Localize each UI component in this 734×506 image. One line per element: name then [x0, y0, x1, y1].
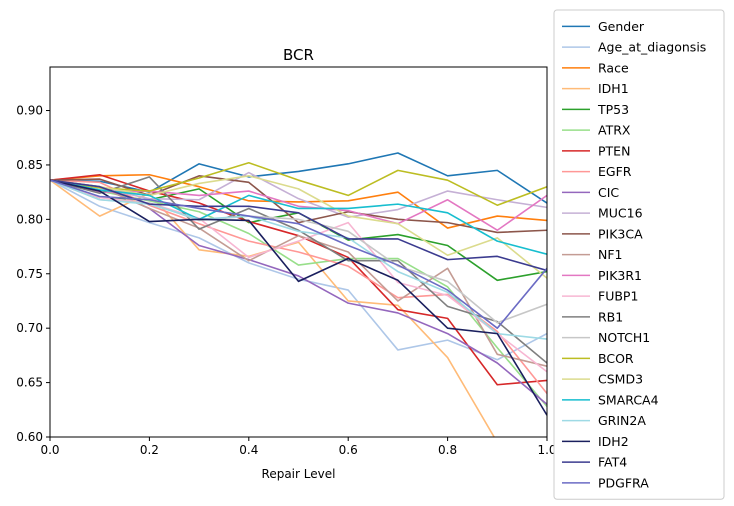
series-line-16 — [50, 161, 547, 207]
legend-label-8: CIC — [598, 185, 619, 200]
y-tick-label: 0.75 — [16, 267, 43, 281]
series-line-18 — [50, 179, 547, 255]
x-tick-label: 0.8 — [438, 443, 457, 457]
series-line-12 — [50, 179, 547, 232]
legend-label-16: BCOR — [598, 351, 634, 366]
legend-label-15: NOTCH1 — [598, 330, 650, 345]
legend-label-10: PIK3CA — [598, 226, 643, 241]
y-tick-label: 0.80 — [16, 212, 43, 226]
legend-label-5: ATRX — [598, 123, 631, 138]
series-layer — [50, 152, 547, 437]
legend-label-4: TP53 — [597, 102, 629, 117]
series-line-9 — [50, 171, 547, 218]
y-axis: 0.60 0.65 0.70 0.75 0.80 0.85 0.90 — [16, 104, 50, 444]
legend: Gender Age_at_diagonsis Race IDH1 TP53 ATRX PT… — [553, 9, 725, 500]
series-line-20 — [50, 179, 547, 416]
series-line-0 — [50, 152, 547, 204]
legend-label-1: Age_at_diagonsis — [598, 40, 706, 55]
legend-label-0: Gender — [598, 19, 645, 34]
legend-label-17: CSMD3 — [598, 372, 643, 387]
chart-title: BCR — [283, 46, 314, 64]
legend-label-13: FUBP1 — [598, 289, 638, 304]
y-tick-label: 0.60 — [16, 430, 43, 444]
legend-label-12: PIK3R1 — [598, 268, 642, 283]
legend-label-18: SMARCA4 — [598, 392, 659, 407]
legend-label-21: FAT4 — [598, 455, 627, 470]
legend-label-7: EGFR — [598, 164, 632, 179]
legend-frame — [553, 9, 725, 500]
legend-label-22: PDGFRA — [598, 475, 649, 490]
x-tick-label: 0.4 — [239, 443, 258, 457]
legend-label-19: GRIN2A — [598, 413, 646, 428]
x-tick-label: 1.0 — [537, 443, 556, 457]
y-tick-label: 0.65 — [16, 376, 43, 390]
x-tick-label: 0.6 — [339, 443, 358, 457]
legend-label-11: NF1 — [598, 247, 623, 262]
x-tick-label: 0.2 — [140, 443, 159, 457]
legend-label-9: MUC16 — [598, 206, 643, 221]
series-line-14 — [50, 176, 547, 364]
x-tick-label: 0.0 — [40, 443, 59, 457]
series-line-19 — [50, 179, 547, 340]
legend-label-3: IDH1 — [598, 81, 629, 96]
y-tick-label: 0.70 — [16, 321, 43, 335]
series-line-17 — [50, 175, 547, 279]
x-axis-label: Repair Level — [262, 467, 336, 481]
series-line-1 — [50, 179, 547, 361]
series-line-22 — [50, 179, 547, 329]
legend-label-20: IDH2 — [598, 434, 629, 449]
legend-label-6: PTEN — [598, 143, 630, 158]
plot-frame — [49, 66, 548, 438]
y-tick-label: 0.90 — [16, 104, 43, 118]
legend-label-2: Race — [598, 60, 629, 75]
legend-label-14: RB1 — [598, 309, 623, 324]
y-tick-label: 0.85 — [16, 158, 43, 172]
series-line-2 — [50, 173, 547, 229]
x-axis: 0.0 0.2 0.4 0.6 0.8 1.0 — [40, 437, 557, 457]
